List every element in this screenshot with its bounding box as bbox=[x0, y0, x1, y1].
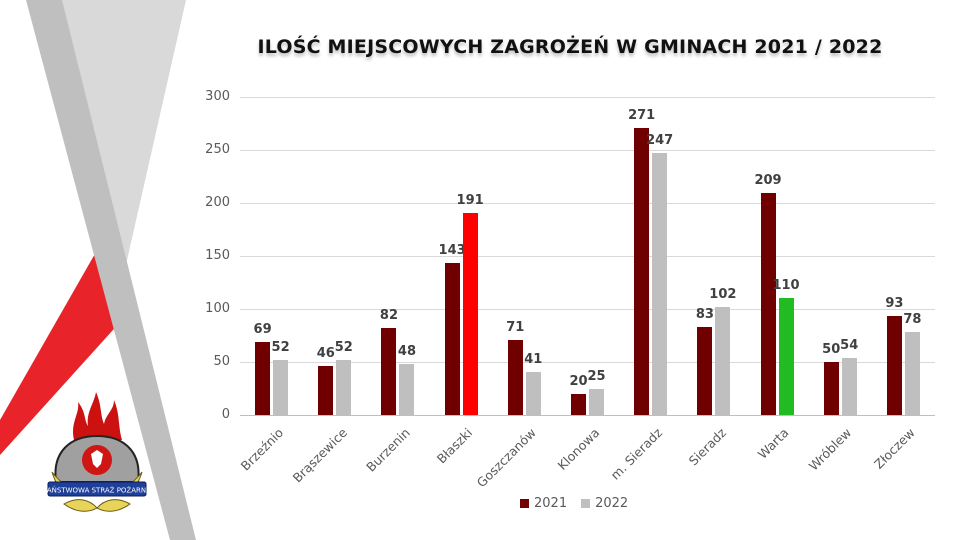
bar-2022[interactable] bbox=[462, 212, 478, 415]
bar-2021[interactable] bbox=[255, 341, 271, 415]
x-tick-label: Klonowa bbox=[553, 425, 602, 473]
legend-label-2022: 2022 bbox=[595, 496, 629, 511]
data-label: 25 bbox=[587, 368, 606, 384]
x-tick-label: Warta bbox=[754, 425, 792, 462]
y-tick-label: 200 bbox=[205, 195, 230, 210]
bar-2021[interactable] bbox=[697, 327, 713, 415]
y-tick-label: 150 bbox=[205, 248, 230, 263]
data-label: 209 bbox=[754, 173, 782, 189]
bar-2022[interactable] bbox=[336, 359, 352, 415]
x-tick-label: Goszczanów bbox=[473, 425, 540, 491]
bar-2021[interactable] bbox=[634, 127, 650, 415]
data-label: 247 bbox=[646, 133, 674, 149]
data-label: 83 bbox=[695, 307, 714, 323]
legend-item-2021[interactable]: 2021 bbox=[520, 496, 567, 511]
plot-area: 69 52 46 52 82 48 143 191 71 41 20 25 271 247 83 102 209… bbox=[240, 97, 935, 416]
legend-label-2021: 2021 bbox=[534, 496, 568, 511]
data-label: 78 bbox=[903, 312, 922, 328]
gridline bbox=[240, 203, 935, 204]
data-label: 48 bbox=[397, 344, 416, 360]
bar-2021[interactable] bbox=[507, 339, 523, 415]
data-label: 69 bbox=[253, 321, 272, 337]
y-tick-label: 100 bbox=[205, 301, 230, 316]
x-tick-label: Burzenin bbox=[363, 425, 413, 475]
bar-2021[interactable] bbox=[571, 393, 586, 415]
data-label: 20 bbox=[569, 373, 588, 389]
data-label: 271 bbox=[628, 107, 656, 123]
bar-2022[interactable] bbox=[652, 153, 668, 415]
bar-2021[interactable] bbox=[886, 316, 902, 415]
x-tick-label: Wróblew bbox=[805, 425, 855, 474]
bar-2021[interactable] bbox=[823, 362, 839, 415]
gridline bbox=[240, 415, 935, 416]
psp-logo-icon: PAŃSTWOWA STRAŻ POŻARNA bbox=[44, 392, 150, 512]
bar-2022[interactable] bbox=[715, 306, 731, 415]
data-label: 54 bbox=[840, 337, 859, 353]
bar-2022[interactable] bbox=[273, 359, 289, 415]
data-label: 82 bbox=[379, 308, 398, 324]
legend: 2021 2022 bbox=[520, 496, 628, 511]
x-tick-label: Brąszewice bbox=[289, 425, 350, 486]
x-tick-label: Sieradz bbox=[685, 425, 729, 469]
gridline bbox=[240, 97, 935, 98]
x-tick-label: Brzeźnio bbox=[237, 425, 286, 474]
bar-2022[interactable] bbox=[399, 364, 415, 415]
y-tick-label: 50 bbox=[213, 354, 230, 369]
bar-2022[interactable] bbox=[904, 332, 920, 415]
data-label: 93 bbox=[885, 296, 904, 312]
data-label: 50 bbox=[822, 342, 841, 357]
legend-swatch-2022 bbox=[581, 499, 591, 508]
legend-swatch-2021 bbox=[520, 499, 529, 508]
data-label: 102 bbox=[709, 286, 737, 302]
gridline bbox=[240, 256, 935, 257]
gridline bbox=[240, 150, 935, 151]
bar-2022[interactable] bbox=[778, 298, 794, 415]
bar-2022[interactable] bbox=[525, 371, 541, 415]
gridline bbox=[240, 309, 935, 310]
data-label: 52 bbox=[271, 339, 290, 355]
bar-2021[interactable] bbox=[381, 328, 397, 415]
x-tick-label: Złoczew bbox=[871, 425, 919, 472]
bar-2021[interactable] bbox=[318, 366, 334, 415]
data-label: 71 bbox=[506, 319, 525, 335]
data-label: 46 bbox=[316, 346, 335, 362]
bar-2022[interactable] bbox=[841, 357, 857, 415]
bar-2022[interactable] bbox=[589, 388, 604, 415]
data-label: 52 bbox=[334, 339, 353, 355]
x-tick-label: m. Sieradz bbox=[607, 425, 665, 483]
gridline bbox=[240, 362, 935, 363]
legend-item-2022[interactable]: 2022 bbox=[581, 496, 628, 511]
x-tick-label: Błaszki bbox=[433, 425, 476, 467]
chart-title: ILOŚĆ MIEJSCOWYCH ZAGROŻEŃ W GMINACH 202… bbox=[257, 36, 883, 58]
data-label: 110 bbox=[772, 278, 800, 294]
data-label: 143 bbox=[438, 243, 466, 259]
svg-text:PAŃSTWOWA STRAŻ POŻARNA: PAŃSTWOWA STRAŻ POŻARNA bbox=[44, 486, 150, 495]
data-label: 41 bbox=[524, 351, 543, 367]
y-tick-label: 300 bbox=[205, 89, 230, 104]
light-gray-wedge bbox=[60, 0, 186, 300]
y-tick-label: 250 bbox=[205, 142, 230, 157]
y-tick-label: 0 bbox=[221, 407, 230, 422]
data-label: 191 bbox=[456, 192, 484, 208]
bar-2021[interactable] bbox=[444, 263, 460, 415]
bar-2021[interactable] bbox=[760, 193, 776, 415]
